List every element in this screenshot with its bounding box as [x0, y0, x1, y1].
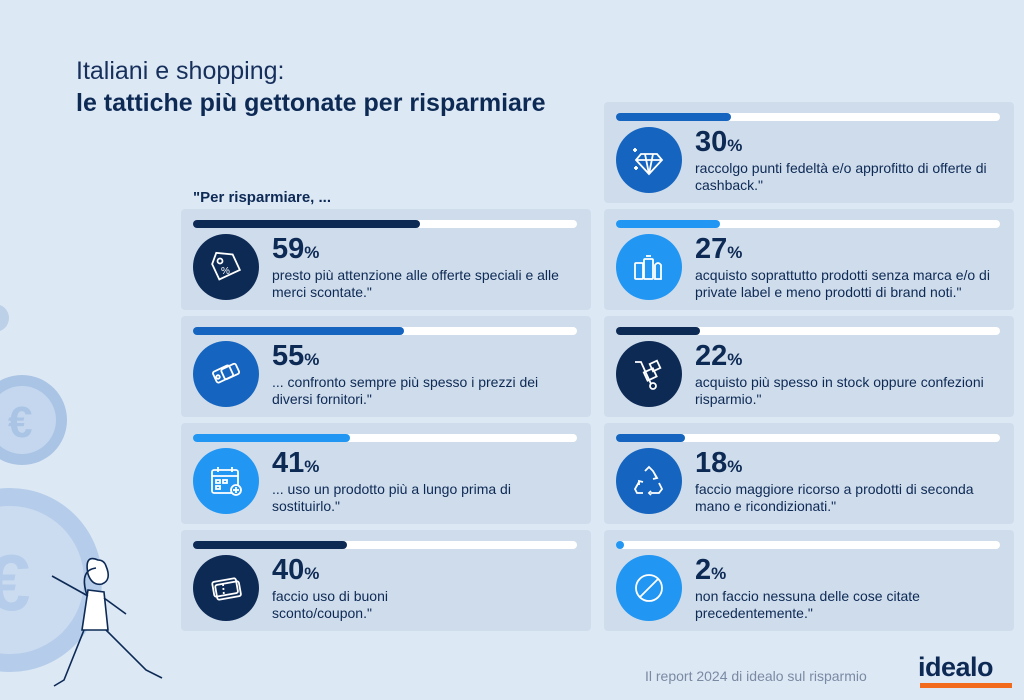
svg-text:%: % [221, 266, 230, 277]
progress-track [616, 220, 1000, 228]
progress-track [616, 541, 1000, 549]
progress-track [193, 220, 577, 228]
person-figure [51, 557, 163, 687]
price-tag-icon: % [193, 234, 259, 300]
hand-truck-icon [616, 341, 682, 407]
stat-card: 2% non faccio nessuna delle cose citate … [604, 530, 1014, 631]
progress-track [193, 541, 577, 549]
progress-fill [193, 327, 405, 335]
stat-percentage: 41% [272, 447, 320, 479]
recycle-icon [616, 448, 682, 514]
stat-percentage: 22% [695, 340, 743, 372]
progress-track [193, 327, 577, 335]
stat-description: non faccio nessuna delle cose citate pre… [695, 588, 920, 621]
progress-fill [193, 434, 351, 442]
diamond-icon [616, 127, 682, 193]
stat-card: 30% raccolgo punti fedeltà e/o approfitt… [604, 102, 1014, 203]
page-title-line2: le tattiche più gettonate per risparmiar… [76, 89, 546, 117]
stat-percentage: 55% [272, 340, 320, 372]
idealo-logo: idealo [918, 652, 1012, 688]
stat-percentage: 2% [695, 554, 727, 586]
progress-track [616, 113, 1000, 121]
none-icon [616, 555, 682, 621]
stat-description: presto più attenzione alle offerte speci… [272, 267, 559, 300]
stat-description: acquisto soprattutto prodotti senza marc… [695, 267, 990, 300]
stat-card: % 59% presto più attenzione alle offerte… [181, 209, 591, 310]
stat-description: faccio uso di buoni sconto/coupon." [272, 588, 388, 621]
stat-description: faccio maggiore ricorso a prodotti di se… [695, 481, 974, 514]
progress-track [193, 434, 577, 442]
stat-card: 55% ... confronto sempre più spesso i pr… [181, 316, 591, 417]
svg-text:€: € [0, 538, 31, 627]
stat-card: 41% ... uso un prodotto più a lungo prim… [181, 423, 591, 524]
stat-description: acquisto più spesso in stock oppure conf… [695, 374, 984, 407]
progress-fill [616, 541, 624, 549]
logo-text: idealo [918, 652, 994, 682]
progress-fill [616, 434, 686, 442]
stat-description: raccolgo punti fedeltà e/o approfitto di… [695, 160, 987, 193]
source-note: Il report 2024 di idealo sul risparmio [645, 668, 867, 684]
progress-fill [616, 220, 720, 228]
progress-fill [193, 541, 347, 549]
decorative-illustration: € € [0, 304, 163, 687]
coupon-icon [193, 555, 259, 621]
progress-fill [616, 113, 732, 121]
stat-percentage: 18% [695, 447, 743, 479]
stat-card: 22% acquisto più spesso in stock oppure … [604, 316, 1014, 417]
progress-fill [193, 220, 420, 228]
intro-quote: "Per risparmiare, ... [193, 189, 332, 206]
stat-card: 18% faccio maggiore ricorso a prodotti d… [604, 423, 1014, 524]
stat-card: 40% faccio uso di buoni sconto/coupon." [181, 530, 591, 631]
page-title-line1: Italiani e shopping: [76, 57, 285, 85]
stat-description: ... confronto sempre più spesso i prezzi… [272, 374, 539, 407]
stat-percentage: 27% [695, 233, 743, 265]
stat-percentage: 40% [272, 554, 320, 586]
compare-tags-icon [193, 341, 259, 407]
calendar-icon [193, 448, 259, 514]
svg-text:€: € [8, 398, 32, 447]
products-icon [616, 234, 682, 300]
stat-description: ... uso un prodotto più a lungo prima di… [272, 481, 511, 514]
stat-percentage: 30% [695, 126, 743, 158]
stat-percentage: 59% [272, 233, 320, 265]
progress-track [616, 434, 1000, 442]
stat-card: 27% acquisto soprattutto prodotti senza … [604, 209, 1014, 310]
progress-fill [616, 327, 701, 335]
logo-underline [920, 683, 1012, 688]
progress-track [616, 327, 1000, 335]
